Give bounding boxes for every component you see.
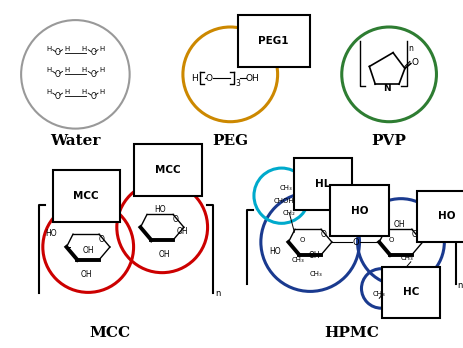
Text: O: O xyxy=(205,74,212,83)
Text: OH: OH xyxy=(158,251,170,259)
Text: n: n xyxy=(408,44,413,53)
Text: OH: OH xyxy=(82,246,94,255)
Text: H: H xyxy=(81,68,87,73)
Text: MCC: MCC xyxy=(89,326,131,340)
Text: H: H xyxy=(81,89,87,95)
Text: H: H xyxy=(100,89,105,95)
Text: O: O xyxy=(90,92,96,101)
Text: OH: OH xyxy=(176,227,188,236)
Text: H: H xyxy=(46,68,51,73)
Text: O: O xyxy=(99,235,105,244)
Text: HC: HC xyxy=(403,287,419,298)
Text: HO: HO xyxy=(155,205,166,214)
Text: O: O xyxy=(55,92,61,101)
Text: O: O xyxy=(352,238,359,247)
Text: n: n xyxy=(215,290,221,299)
Text: HL: HL xyxy=(315,179,331,189)
Text: H: H xyxy=(100,46,105,52)
Text: H: H xyxy=(191,74,198,83)
Text: H: H xyxy=(64,46,69,52)
Text: N: N xyxy=(383,84,391,93)
Text: PEG: PEG xyxy=(212,134,248,149)
Text: H: H xyxy=(46,46,51,52)
Text: CH₂: CH₂ xyxy=(283,211,296,216)
Text: CHOH: CHOH xyxy=(273,198,294,204)
Text: H: H xyxy=(64,68,69,73)
Text: O: O xyxy=(90,48,96,57)
Text: O: O xyxy=(173,215,179,224)
Text: O: O xyxy=(55,48,61,57)
Text: O: O xyxy=(300,237,305,243)
Text: n: n xyxy=(457,280,463,290)
Text: PVP: PVP xyxy=(372,134,407,149)
Text: Water: Water xyxy=(50,134,100,149)
Text: CH₃: CH₃ xyxy=(279,185,292,191)
Text: CH₃: CH₃ xyxy=(310,271,322,277)
Text: H: H xyxy=(100,68,105,73)
Text: HPMC: HPMC xyxy=(324,326,379,340)
Text: 3: 3 xyxy=(236,79,241,88)
Text: CH₃: CH₃ xyxy=(400,255,413,261)
Text: H: H xyxy=(64,89,69,95)
Text: O: O xyxy=(90,70,96,79)
Text: OH: OH xyxy=(393,220,405,229)
Text: O: O xyxy=(412,230,418,239)
Text: HO: HO xyxy=(438,212,455,221)
Text: H: H xyxy=(81,46,87,52)
Text: OH: OH xyxy=(245,74,259,83)
Text: CH₃: CH₃ xyxy=(373,291,386,297)
Text: O: O xyxy=(388,237,394,243)
Text: OH: OH xyxy=(308,251,320,260)
Text: CH₃: CH₃ xyxy=(292,257,305,263)
Text: OH: OH xyxy=(81,270,92,279)
Text: PEG1: PEG1 xyxy=(258,36,289,46)
Text: HO: HO xyxy=(269,247,281,256)
Text: MCC: MCC xyxy=(74,191,99,201)
Text: O: O xyxy=(321,230,327,239)
Text: O: O xyxy=(411,58,418,67)
Text: O: O xyxy=(55,70,61,79)
Text: HO: HO xyxy=(351,206,368,215)
Text: HO: HO xyxy=(45,229,56,238)
Text: H: H xyxy=(46,89,51,95)
Text: MCC: MCC xyxy=(155,165,181,175)
